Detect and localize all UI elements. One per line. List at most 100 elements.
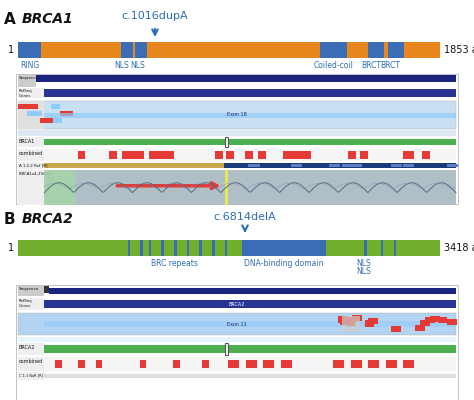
- Bar: [149, 151, 156, 159]
- Bar: [200, 240, 202, 256]
- Text: BRCA2: BRCA2: [19, 345, 36, 350]
- Text: c.6814delA: c.6814delA: [214, 212, 276, 222]
- Bar: [40, 118, 53, 123]
- Bar: [18, 104, 38, 109]
- Bar: [342, 164, 353, 167]
- Bar: [44, 286, 49, 293]
- Bar: [422, 151, 430, 159]
- Text: 1: 1: [8, 45, 14, 55]
- Bar: [342, 164, 353, 167]
- Text: RING: RING: [20, 61, 39, 70]
- Bar: [187, 240, 189, 256]
- Bar: [249, 164, 260, 167]
- Bar: [346, 320, 356, 326]
- Bar: [139, 360, 146, 368]
- Bar: [162, 240, 164, 256]
- Text: Sequence: Sequence: [19, 76, 39, 80]
- Bar: [352, 314, 362, 321]
- Bar: [44, 163, 224, 168]
- Bar: [129, 151, 137, 159]
- Bar: [18, 313, 456, 335]
- Text: Sequence: Sequence: [19, 287, 39, 291]
- Bar: [348, 151, 356, 159]
- Text: BRCT: BRCT: [380, 61, 400, 70]
- Bar: [16, 285, 458, 400]
- Text: NLS: NLS: [356, 259, 372, 268]
- Bar: [121, 151, 129, 159]
- Bar: [368, 360, 379, 368]
- Bar: [44, 139, 456, 145]
- Bar: [18, 88, 44, 98]
- Text: BRCA2: BRCA2: [229, 302, 245, 306]
- Bar: [27, 111, 42, 116]
- Bar: [174, 240, 177, 256]
- Bar: [55, 360, 62, 368]
- Bar: [320, 42, 347, 58]
- Text: BRC repeats: BRC repeats: [151, 259, 198, 268]
- Bar: [166, 151, 174, 159]
- Bar: [407, 151, 414, 159]
- Text: BRCA1: BRCA1: [19, 139, 36, 144]
- Bar: [162, 151, 169, 159]
- Bar: [368, 318, 378, 324]
- Bar: [258, 151, 265, 159]
- Bar: [18, 42, 41, 58]
- Bar: [333, 360, 344, 368]
- Text: RefSeq
Genes: RefSeq Genes: [19, 299, 33, 308]
- Bar: [425, 316, 435, 323]
- Bar: [18, 101, 456, 129]
- Text: NLS: NLS: [114, 61, 129, 70]
- Text: RefSeq
Genes: RefSeq Genes: [19, 89, 33, 98]
- Bar: [44, 113, 456, 118]
- Bar: [438, 317, 447, 323]
- Bar: [263, 360, 274, 368]
- Text: NLS: NLS: [356, 267, 372, 276]
- Text: BRCA2: BRCA2: [22, 212, 74, 226]
- Text: DNA-binding domain: DNA-binding domain: [244, 259, 324, 268]
- Bar: [18, 286, 44, 296]
- Bar: [360, 151, 367, 159]
- Bar: [18, 337, 456, 342]
- Bar: [303, 151, 311, 159]
- Text: BRCA1: BRCA1: [22, 12, 74, 26]
- Bar: [96, 360, 102, 368]
- Bar: [16, 74, 458, 204]
- Text: Exon 11: Exon 11: [227, 322, 247, 326]
- Text: combined: combined: [19, 359, 43, 364]
- Bar: [173, 360, 180, 368]
- Text: A: A: [4, 12, 16, 27]
- Bar: [18, 42, 440, 58]
- Text: C 1:1 NaR [R]: C 1:1 NaR [R]: [19, 373, 43, 377]
- Bar: [44, 374, 456, 378]
- Bar: [246, 360, 257, 368]
- Bar: [351, 164, 362, 167]
- Bar: [386, 360, 397, 368]
- Bar: [447, 164, 458, 167]
- Bar: [224, 163, 456, 168]
- Bar: [60, 111, 73, 116]
- Bar: [403, 164, 414, 167]
- Bar: [49, 288, 456, 294]
- Bar: [430, 316, 440, 322]
- Bar: [18, 101, 44, 129]
- Bar: [78, 151, 85, 159]
- Bar: [44, 170, 75, 205]
- Bar: [415, 324, 425, 331]
- Bar: [166, 151, 174, 159]
- Bar: [44, 300, 456, 308]
- Bar: [226, 137, 228, 147]
- Bar: [140, 240, 143, 256]
- Bar: [228, 360, 239, 368]
- Bar: [78, 360, 84, 368]
- Text: 1: 1: [8, 243, 14, 253]
- Bar: [403, 151, 410, 159]
- Bar: [157, 151, 165, 159]
- Bar: [365, 320, 374, 327]
- Bar: [342, 316, 360, 332]
- Bar: [136, 151, 144, 159]
- Bar: [328, 164, 339, 167]
- Bar: [296, 151, 304, 159]
- Bar: [51, 104, 60, 109]
- Bar: [420, 320, 429, 326]
- Bar: [283, 151, 291, 159]
